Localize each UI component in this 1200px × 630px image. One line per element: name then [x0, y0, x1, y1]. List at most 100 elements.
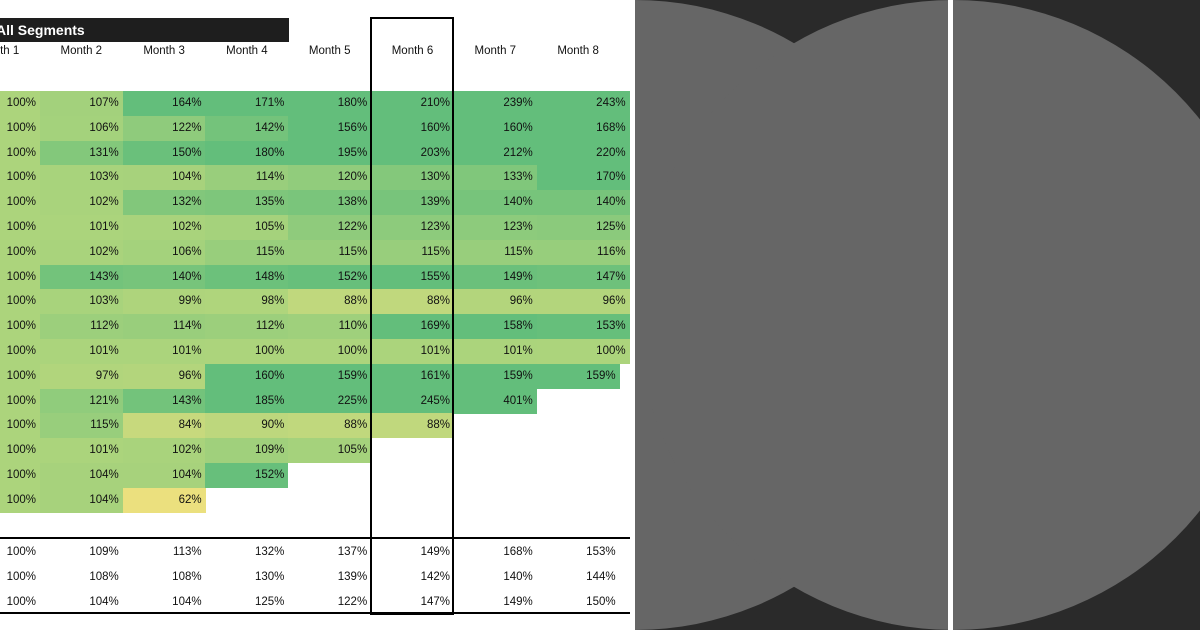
summary-cell[interactable]: 108% [172, 570, 202, 583]
summary-cell[interactable]: 132% [254, 546, 285, 558]
column-header[interactable]: Month 2 [60, 45, 103, 57]
cohort-cell[interactable]: 101% [453, 339, 537, 364]
cohort-cell[interactable]: 159% [453, 363, 537, 389]
summary-cell[interactable]: 149% [420, 546, 450, 558]
summary-cell[interactable]: 137% [337, 546, 368, 558]
cohort-cell[interactable]: 100% [0, 215, 40, 240]
summary-cell[interactable]: 108% [89, 570, 119, 583]
cohort-cell[interactable]: 101% [39, 339, 123, 364]
cohort-cell[interactable]: 100% [0, 239, 40, 265]
cohort-cell[interactable]: 123% [453, 215, 537, 240]
summary-cell[interactable]: 150% [586, 595, 616, 608]
column-header[interactable]: Month 1 [0, 45, 20, 57]
cohort-cell[interactable]: 185% [205, 388, 289, 414]
cohort-cell[interactable]: 115% [371, 239, 454, 265]
summary-cell[interactable]: 104% [172, 595, 202, 608]
cohort-cell[interactable]: 102% [122, 215, 206, 240]
cohort-cell[interactable]: 100% [0, 190, 40, 216]
column-header[interactable]: Month 4 [226, 45, 268, 57]
cohort-cell[interactable]: 140% [536, 190, 630, 216]
column-header[interactable]: Month 5 [308, 45, 351, 57]
summary-cell[interactable]: 130% [254, 570, 285, 583]
cohort-cell[interactable]: 132% [122, 190, 206, 216]
cohort-cell[interactable]: 106% [39, 115, 123, 141]
summary-cell[interactable]: 153% [586, 546, 616, 558]
cohort-cell[interactable]: 148% [205, 264, 289, 290]
cohort-cell[interactable]: 152% [288, 264, 372, 290]
cohort-cell[interactable]: 100% [0, 314, 40, 340]
cohort-cell[interactable]: 159% [288, 363, 372, 389]
cohort-cell[interactable]: 115% [288, 239, 372, 265]
cohort-cell[interactable]: 160% [205, 363, 289, 389]
summary-cell[interactable]: 100% [6, 595, 36, 608]
cohort-cell[interactable]: 100% [0, 413, 40, 439]
summary-cell[interactable]: 104% [89, 595, 119, 608]
cohort-cell[interactable]: 101% [371, 339, 454, 364]
cohort-cell[interactable]: 180% [205, 140, 289, 166]
cohort-cell[interactable]: 103% [39, 289, 123, 315]
cohort-cell[interactable]: 104% [122, 165, 206, 191]
cohort-cell[interactable]: 115% [453, 239, 537, 265]
cohort-cell[interactable]: 140% [453, 190, 537, 216]
cohort-cell[interactable]: 96% [453, 289, 537, 315]
cohort-cell[interactable]: 401% [453, 388, 537, 414]
cohort-cell[interactable]: 100% [0, 487, 40, 513]
cohort-cell[interactable]: 147% [536, 264, 630, 290]
cohort-cell[interactable]: 133% [453, 165, 537, 191]
cohort-cell[interactable]: 90% [205, 413, 289, 439]
summary-cell[interactable]: 149% [503, 595, 533, 608]
cohort-cell[interactable]: 130% [371, 165, 454, 191]
summary-cell[interactable]: 147% [420, 595, 450, 608]
summary-cell[interactable]: 109% [89, 546, 119, 558]
cohort-cell[interactable]: 100% [0, 91, 40, 116]
cohort-cell[interactable]: 88% [288, 289, 372, 315]
cohort-cell[interactable]: 220% [536, 140, 630, 166]
cohort-cell[interactable]: 212% [453, 140, 537, 166]
cohort-cell[interactable]: 123% [371, 215, 454, 240]
column-header[interactable]: Month 8 [557, 45, 599, 57]
cohort-cell[interactable]: 170% [536, 165, 630, 191]
cohort-cell[interactable]: 243% [536, 91, 630, 116]
cohort-cell[interactable]: 160% [453, 115, 537, 141]
cohort-cell[interactable]: 114% [122, 314, 206, 340]
summary-cell[interactable]: 100% [6, 546, 36, 558]
cohort-cell[interactable]: 171% [205, 91, 289, 116]
cohort-cell[interactable]: 101% [122, 339, 206, 364]
cohort-cell[interactable]: 225% [288, 388, 372, 414]
summary-cell[interactable]: 168% [503, 546, 533, 558]
cohort-cell[interactable]: 104% [122, 463, 206, 488]
cohort-cell[interactable]: 143% [122, 388, 206, 414]
cohort-cell[interactable]: 100% [288, 339, 372, 364]
cohort-cell[interactable]: 121% [39, 388, 123, 414]
cohort-cell[interactable]: 105% [205, 215, 289, 240]
cohort-cell[interactable]: 125% [536, 215, 630, 240]
column-header[interactable]: Month 3 [143, 45, 185, 57]
cohort-cell[interactable]: 159% [536, 363, 620, 389]
cohort-cell[interactable]: 135% [205, 190, 289, 216]
cohort-cell[interactable]: 195% [288, 140, 372, 166]
cohort-cell[interactable]: 245% [371, 388, 454, 414]
cohort-cell[interactable]: 100% [0, 438, 40, 464]
cohort-cell[interactable]: 150% [122, 140, 206, 166]
cohort-cell[interactable]: 103% [39, 165, 123, 191]
cohort-cell[interactable]: 98% [205, 289, 289, 315]
cohort-cell[interactable]: 210% [371, 91, 454, 116]
cohort-cell[interactable]: 100% [0, 115, 40, 141]
summary-cell[interactable]: 139% [337, 570, 368, 583]
cohort-cell[interactable]: 88% [371, 413, 454, 439]
cohort-cell[interactable]: 101% [39, 215, 123, 240]
summary-cell[interactable]: 144% [586, 570, 616, 583]
cohort-cell[interactable]: 180% [288, 91, 372, 116]
cohort-cell[interactable]: 102% [39, 239, 123, 265]
cohort-cell[interactable]: 161% [371, 363, 454, 389]
cohort-cell[interactable]: 105% [288, 438, 372, 464]
summary-cell[interactable]: 142% [420, 570, 450, 583]
cohort-cell[interactable]: 112% [205, 314, 289, 340]
cohort-cell[interactable]: 97% [39, 363, 123, 389]
cohort-cell[interactable]: 152% [205, 463, 289, 488]
cohort-cell[interactable]: 102% [39, 190, 123, 216]
cohort-cell[interactable]: 106% [122, 239, 206, 265]
cohort-cell[interactable]: 115% [39, 413, 123, 439]
cohort-cell[interactable]: 100% [0, 363, 40, 389]
summary-cell[interactable]: 122% [337, 595, 368, 608]
